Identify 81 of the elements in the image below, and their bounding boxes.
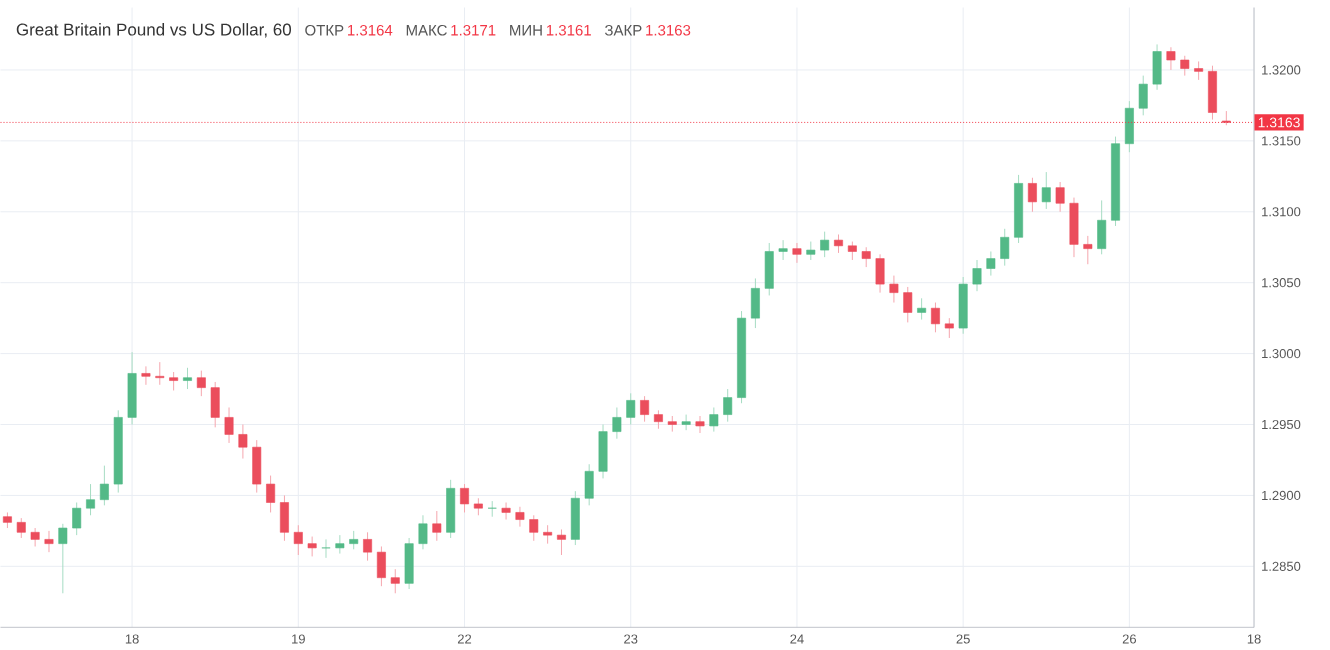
candlestick <box>86 483 95 516</box>
candlestick <box>875 253 885 293</box>
candlestick <box>321 538 331 559</box>
candlestick <box>1069 196 1079 258</box>
candlestick <box>847 240 857 261</box>
candlestick <box>764 242 774 296</box>
candlestick <box>1055 181 1065 213</box>
candlestick <box>750 277 760 329</box>
candlestick <box>390 568 400 594</box>
candlestick <box>861 246 871 268</box>
candlestick <box>653 409 663 430</box>
candlestick <box>931 301 940 333</box>
candlestick <box>335 534 345 554</box>
candlestick <box>363 531 373 562</box>
candlestick <box>1041 171 1051 210</box>
candlestick <box>1166 46 1176 71</box>
candlestick <box>570 490 580 546</box>
candlestick <box>1208 65 1217 120</box>
candlestick <box>1138 75 1148 116</box>
candlestick <box>280 494 289 542</box>
candlestick <box>404 537 414 590</box>
candlestick <box>1083 235 1093 265</box>
candlestick <box>349 530 359 550</box>
candlestick <box>183 367 192 390</box>
candlestick <box>266 474 276 513</box>
candlestick <box>972 259 982 292</box>
candlestick <box>557 528 566 556</box>
candlestick <box>612 406 622 440</box>
text: Great Britain Pound vs US Dollar, 60 <box>16 22 292 38</box>
candlestick <box>1124 100 1134 153</box>
candlestick <box>917 297 927 320</box>
candlestick <box>141 365 151 386</box>
candlestick <box>806 240 816 261</box>
candlestick <box>626 392 636 425</box>
candlestick <box>169 371 179 391</box>
candlestick <box>1194 60 1204 81</box>
candlestick <box>778 239 788 261</box>
candlestick <box>1027 177 1037 213</box>
candlestick <box>986 250 996 276</box>
candlestick <box>196 369 206 397</box>
candlestick <box>1097 199 1107 255</box>
candlestick <box>1180 55 1190 76</box>
candlestick <box>1152 43 1162 91</box>
candlestick <box>889 274 899 303</box>
candlestick <box>709 406 719 432</box>
candlestick <box>72 501 82 536</box>
candlestick <box>293 524 303 556</box>
candlestick <box>695 415 705 434</box>
candlestick <box>307 535 317 557</box>
candlestick <box>584 463 594 506</box>
candlestick <box>376 545 386 587</box>
candlestick <box>252 439 262 493</box>
candlestick <box>99 465 109 506</box>
candlestick <box>792 242 802 264</box>
candlestick <box>460 483 469 513</box>
candlestick <box>210 381 220 428</box>
candlestick <box>529 514 539 542</box>
candlestick <box>543 524 553 545</box>
candlestick <box>723 388 733 423</box>
candlestick <box>640 395 650 423</box>
candlestick <box>44 530 54 553</box>
candlestick <box>1000 228 1010 267</box>
candlestick <box>834 233 843 254</box>
candlestick <box>944 317 954 339</box>
candlestick <box>432 510 442 542</box>
candlestick <box>127 351 137 425</box>
candlestick <box>903 286 913 323</box>
candlestick <box>515 506 525 527</box>
candlestick <box>155 361 165 386</box>
candlestick <box>16 517 26 539</box>
candlestick <box>30 527 40 547</box>
candlestick <box>224 406 234 444</box>
candlestick <box>958 276 968 335</box>
candlestick <box>58 523 68 594</box>
candlestick <box>418 514 428 550</box>
candlestick <box>681 413 691 431</box>
candlestick <box>238 423 248 459</box>
candlestick <box>820 231 830 258</box>
candlestick <box>501 501 511 520</box>
candlestick <box>446 479 456 539</box>
candlestick <box>598 423 608 479</box>
